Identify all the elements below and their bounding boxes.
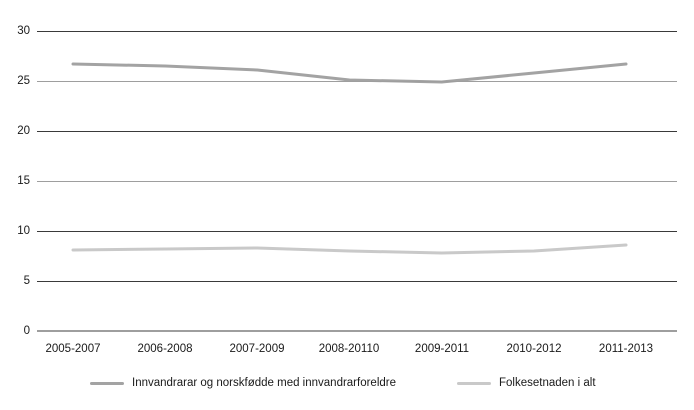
legend-label: Folkesetnaden i alt <box>499 377 596 389</box>
gridline-20 <box>37 131 677 132</box>
y-tick-label: 15 <box>17 175 30 187</box>
y-tick-label: 10 <box>17 225 30 237</box>
legend-label: Innvandrarar og norskfødde med innvandra… <box>132 377 397 389</box>
gridline-30 <box>37 31 677 32</box>
y-tick-label: 0 <box>23 325 30 337</box>
gridline-15 <box>37 181 677 182</box>
legend-line-swatch-icon <box>457 381 491 385</box>
legend-item-folkesetnaden: Folkesetnaden i alt <box>457 375 596 391</box>
x-tick-label: 2011-2013 <box>598 343 654 355</box>
x-tick-label: 2010-2012 <box>506 343 562 355</box>
gridline-0-baseline <box>37 330 677 332</box>
gridline-10 <box>37 231 677 232</box>
x-tick-label: 2008-20110 <box>318 343 380 355</box>
line-series-innvandrarar <box>71 62 628 84</box>
x-tick-label: 2009-2011 <box>414 343 470 355</box>
legend-line-swatch-icon <box>90 381 124 385</box>
legend-item-innvandrarar: Innvandrarar og norskfødde med innvandra… <box>90 375 396 391</box>
gridline-5 <box>37 281 677 282</box>
y-tick-label: 30 <box>17 25 30 37</box>
line-series-folkesetnaden <box>71 243 628 255</box>
y-tick-label: 20 <box>17 125 30 137</box>
y-tick-label: 5 <box>23 275 30 287</box>
x-tick-label: 2006-2008 <box>137 343 193 355</box>
x-tick-label: 2007-2009 <box>229 343 285 355</box>
gridline-25 <box>37 81 677 82</box>
x-tick-label: 2005-2007 <box>45 343 101 355</box>
y-tick-label: 25 <box>17 75 30 87</box>
